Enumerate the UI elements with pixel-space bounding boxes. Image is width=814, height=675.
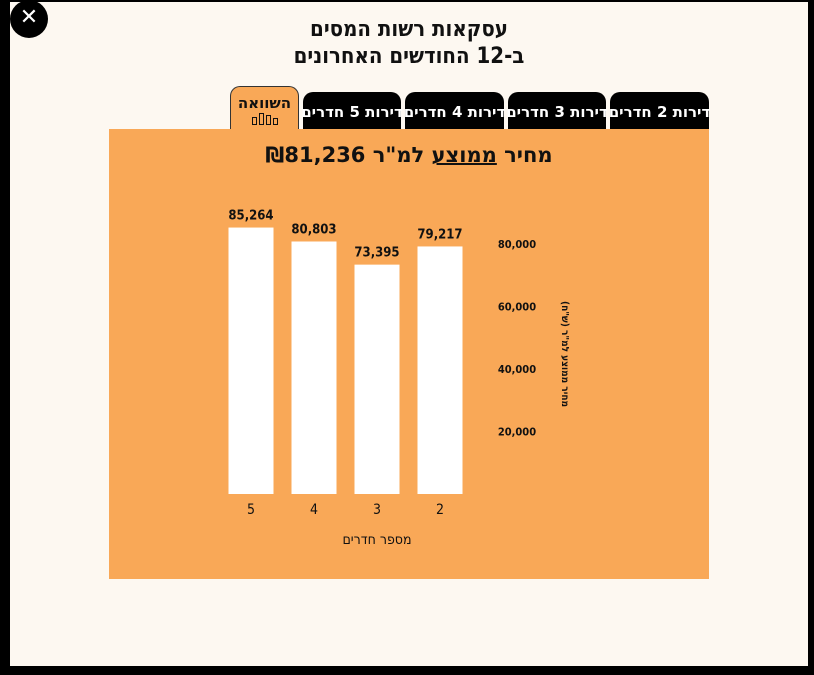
x-axis-label: מספר חדרים xyxy=(342,532,411,548)
bar-3-rooms xyxy=(354,264,400,494)
bar-2-rooms xyxy=(417,246,463,494)
tab-3-rooms[interactable]: דירות 3 חדרים xyxy=(506,92,608,132)
close-icon[interactable]: ✕ xyxy=(10,0,48,38)
x-tick-3: 3 xyxy=(373,502,381,518)
bar-4-rooms xyxy=(291,241,337,494)
title-line-2: ב-12 החודשים האחרונים xyxy=(293,44,525,69)
tab-bar: דירות 2 חדרים דירות 3 חדרים דירות 4 חדרי… xyxy=(10,86,808,132)
comparison-modal: ✕ עסקאות רשות המסים ב-12 החודשים האחרוני… xyxy=(10,0,808,666)
tab-comparison-label: השוואה xyxy=(237,93,292,112)
chart-panel: מחיר ממוצע למ"ר ₪81,236 79,217 2 73,395 3 80… xyxy=(109,129,709,579)
value-label-4: 80,803 xyxy=(291,222,336,237)
y-tick-40000: 40,000 xyxy=(498,363,536,376)
tab-2-rooms[interactable]: דירות 2 חדרים xyxy=(609,92,710,132)
value-label-2: 79,217 xyxy=(417,227,462,242)
average-price: מחיר ממוצע למ"ר ₪81,236 xyxy=(109,143,709,167)
value-label-3: 73,395 xyxy=(354,246,399,261)
bar-5-rooms xyxy=(228,227,274,495)
tab-5-rooms[interactable]: דירות 5 חדרים xyxy=(301,92,403,132)
bar-chart: 79,217 2 73,395 3 80,803 4 85,264 5 20,000 40,000… xyxy=(228,209,570,548)
title-line-1: עסקאות רשות המסים xyxy=(310,17,508,42)
x-tick-2: 2 xyxy=(436,502,444,518)
average-suffix: למ"ר xyxy=(372,143,425,167)
tab-comparison[interactable]: השוואה xyxy=(230,86,299,132)
x-tick-5: 5 xyxy=(247,502,255,518)
tab-4-rooms[interactable]: דירות 4 חדרים xyxy=(404,92,505,132)
x-tick-4: 4 xyxy=(310,502,318,518)
y-tick-80000: 80,000 xyxy=(498,238,536,251)
y-axis-label: מחיר ממוצע למ"ר (ש"ח) xyxy=(559,301,570,407)
value-label-5: 85,264 xyxy=(228,209,273,224)
y-tick-20000: 20,000 xyxy=(498,426,536,439)
average-prefix: מחיר xyxy=(504,143,553,167)
average-underlined: ממוצע xyxy=(431,143,497,167)
page-title: עסקאות רשות המסים ב-12 החודשים האחרונים xyxy=(10,16,808,70)
y-tick-60000: 60,000 xyxy=(498,301,536,314)
bar-chart-icon xyxy=(251,112,278,125)
average-value: ₪81,236 xyxy=(265,143,366,167)
